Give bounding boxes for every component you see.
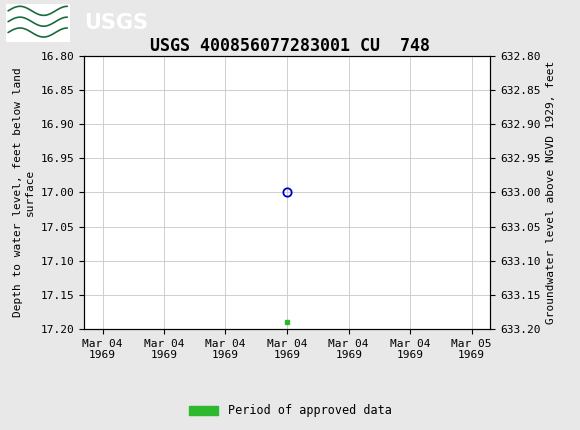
Text: USGS: USGS — [84, 12, 148, 33]
Y-axis label: Depth to water level, feet below land
surface: Depth to water level, feet below land su… — [13, 68, 35, 317]
Y-axis label: Groundwater level above NGVD 1929, feet: Groundwater level above NGVD 1929, feet — [546, 61, 556, 324]
Bar — [6, 3, 70, 42]
Text: USGS 400856077283001 CU  748: USGS 400856077283001 CU 748 — [150, 37, 430, 55]
Legend: Period of approved data: Period of approved data — [184, 399, 396, 422]
